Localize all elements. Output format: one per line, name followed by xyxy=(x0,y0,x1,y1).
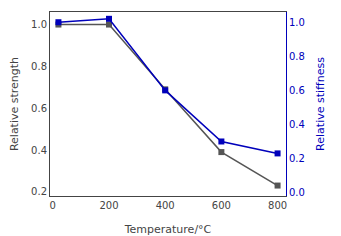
svg-text:Relative strength: Relative strength xyxy=(8,57,21,151)
svg-text:Temperature/°C: Temperature/°C xyxy=(124,223,212,236)
svg-text:0.6: 0.6 xyxy=(31,103,47,114)
svg-text:0.4: 0.4 xyxy=(31,145,47,156)
svg-text:0.4: 0.4 xyxy=(289,119,305,130)
svg-text:400: 400 xyxy=(156,200,175,211)
svg-text:0.8: 0.8 xyxy=(31,61,47,72)
svg-text:600: 600 xyxy=(212,200,231,211)
svg-text:0.2: 0.2 xyxy=(31,186,47,197)
svg-text:0: 0 xyxy=(50,200,56,211)
svg-text:0.0: 0.0 xyxy=(289,187,305,198)
svg-text:1.0: 1.0 xyxy=(31,19,47,30)
svg-text:1.0: 1.0 xyxy=(289,17,305,28)
svg-text:800: 800 xyxy=(268,200,287,211)
svg-text:0.2: 0.2 xyxy=(289,153,305,164)
svg-text:0.6: 0.6 xyxy=(289,85,305,96)
svg-text:Relative stiffness: Relative stiffness xyxy=(314,57,327,151)
svg-text:0.8: 0.8 xyxy=(289,51,305,62)
svg-text:200: 200 xyxy=(99,200,118,211)
